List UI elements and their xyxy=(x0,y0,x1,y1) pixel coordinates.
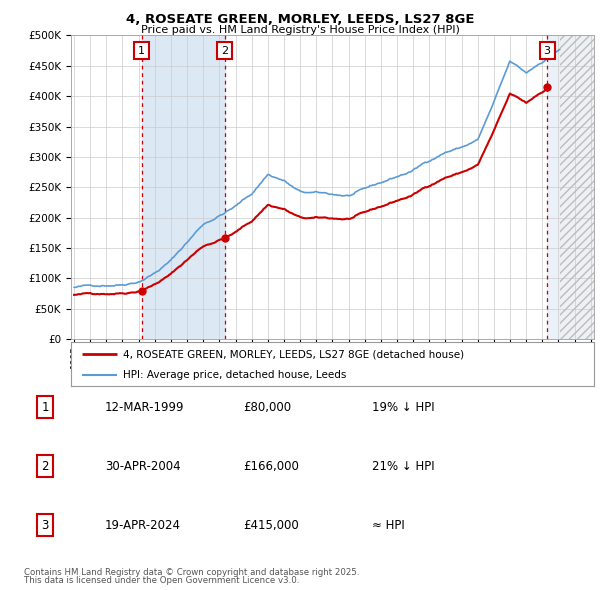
Text: 12-MAR-1999: 12-MAR-1999 xyxy=(105,401,185,414)
Text: £166,000: £166,000 xyxy=(243,460,299,473)
Bar xyxy=(560,30,600,339)
Text: HPI: Average price, detached house, Leeds: HPI: Average price, detached house, Leed… xyxy=(123,369,346,379)
Text: 4, ROSEATE GREEN, MORLEY, LEEDS, LS27 8GE: 4, ROSEATE GREEN, MORLEY, LEEDS, LS27 8G… xyxy=(126,13,474,26)
Text: 1: 1 xyxy=(41,401,49,414)
Text: 21% ↓ HPI: 21% ↓ HPI xyxy=(372,460,434,473)
Text: 19-APR-2024: 19-APR-2024 xyxy=(105,519,181,532)
Text: 19% ↓ HPI: 19% ↓ HPI xyxy=(372,401,434,414)
Text: £80,000: £80,000 xyxy=(243,401,291,414)
Text: £415,000: £415,000 xyxy=(243,519,299,532)
Text: 30-APR-2004: 30-APR-2004 xyxy=(105,460,181,473)
Text: 2: 2 xyxy=(221,45,228,55)
Text: 1: 1 xyxy=(138,45,145,55)
Text: 4, ROSEATE GREEN, MORLEY, LEEDS, LS27 8GE (detached house): 4, ROSEATE GREEN, MORLEY, LEEDS, LS27 8G… xyxy=(123,349,464,359)
Text: ≈ HPI: ≈ HPI xyxy=(372,519,405,532)
Text: Contains HM Land Registry data © Crown copyright and database right 2025.: Contains HM Land Registry data © Crown c… xyxy=(24,568,359,577)
Text: 3: 3 xyxy=(41,519,49,532)
Text: 3: 3 xyxy=(544,45,551,55)
Text: This data is licensed under the Open Government Licence v3.0.: This data is licensed under the Open Gov… xyxy=(24,576,299,585)
Text: Price paid vs. HM Land Registry's House Price Index (HPI): Price paid vs. HM Land Registry's House … xyxy=(140,25,460,35)
Text: 2: 2 xyxy=(41,460,49,473)
Bar xyxy=(142,35,224,339)
Bar xyxy=(547,35,599,339)
Bar xyxy=(560,35,599,339)
